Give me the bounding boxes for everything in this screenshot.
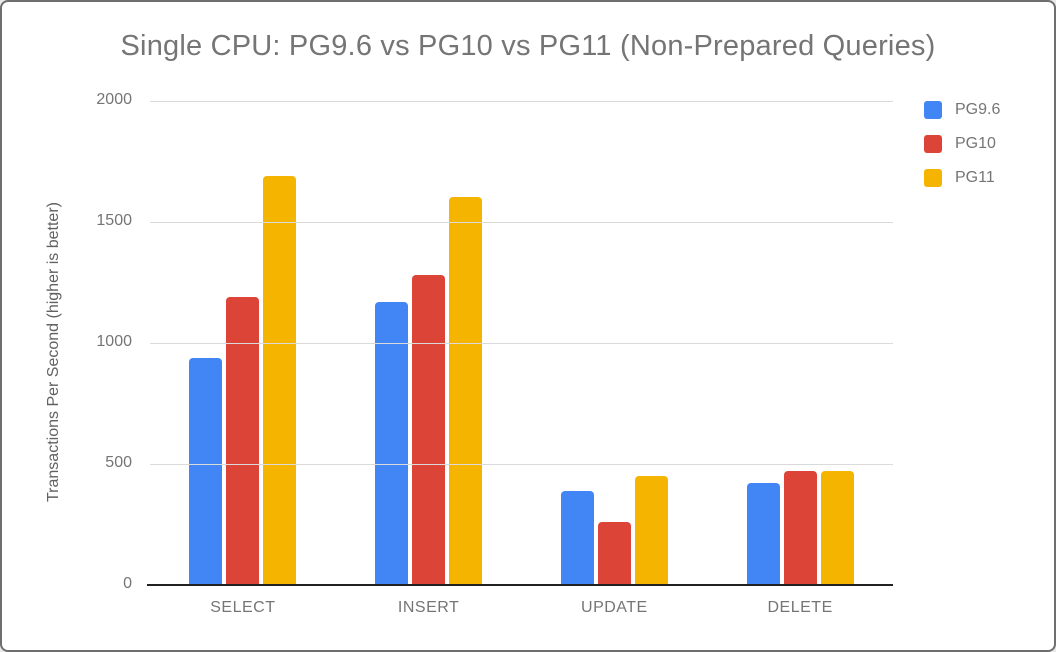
bar-group-delete — [707, 101, 893, 585]
bar-pg10-insert[interactable] — [412, 275, 446, 585]
legend-item-pg11[interactable]: PG11 — [924, 169, 1000, 187]
x-axis-baseline — [147, 584, 893, 586]
bar-pg11-update[interactable] — [634, 476, 668, 585]
x-axis-labels: SELECT INSERT UPDATE DELETE — [150, 599, 893, 617]
legend-label: PG11 — [955, 169, 995, 186]
bar-pg11-insert[interactable] — [449, 196, 483, 585]
legend-label: PG9.6 — [955, 101, 1001, 118]
gridline-1500 — [150, 222, 893, 223]
plot-area — [147, 101, 893, 586]
bar-pg96-update[interactable] — [560, 490, 594, 585]
legend-swatch-pg10 — [924, 135, 942, 153]
legend-item-pg96[interactable]: PG9.6 — [924, 101, 1000, 119]
bar-pg10-select[interactable] — [226, 297, 260, 585]
y-tick-label-1500: 1500 — [96, 212, 132, 229]
gridline-500 — [150, 464, 893, 465]
bar-groups-container — [150, 101, 893, 585]
y-tick-label-0: 0 — [123, 575, 132, 592]
x-label-update: UPDATE — [581, 599, 648, 616]
x-label-delete: DELETE — [767, 599, 833, 616]
chart-title: Single CPU: PG9.6 vs PG10 vs PG11 (Non-P… — [120, 30, 936, 62]
bar-group-select — [150, 101, 336, 585]
gridline-2000 — [150, 101, 893, 102]
bar-pg96-delete[interactable] — [746, 483, 780, 585]
legend: PG9.6 PG10 PG11 — [924, 101, 1000, 187]
bar-pg11-select[interactable] — [263, 176, 297, 585]
gridline-1000 — [150, 343, 893, 344]
x-label-insert: INSERT — [397, 599, 460, 616]
y-tick-label-1000: 1000 — [96, 333, 132, 350]
bar-pg11-delete[interactable] — [820, 471, 854, 585]
y-axis-title: Transactions Per Second (higher is bette… — [45, 202, 62, 502]
bar-pg96-insert[interactable] — [375, 301, 409, 585]
bar-group-insert — [336, 101, 522, 585]
bar-group-update — [522, 101, 708, 585]
bar-pg10-delete[interactable] — [783, 470, 817, 585]
legend-swatch-pg96 — [924, 101, 942, 119]
bar-pg96-select[interactable] — [189, 357, 223, 585]
legend-item-pg10[interactable]: PG10 — [924, 135, 1000, 153]
legend-swatch-pg11 — [924, 169, 942, 187]
y-tick-label-500: 500 — [105, 454, 132, 471]
y-tick-label-2000: 2000 — [96, 91, 132, 108]
bar-pg10-update[interactable] — [597, 522, 631, 585]
x-label-select: SELECT — [210, 599, 276, 616]
legend-label: PG10 — [955, 135, 996, 152]
